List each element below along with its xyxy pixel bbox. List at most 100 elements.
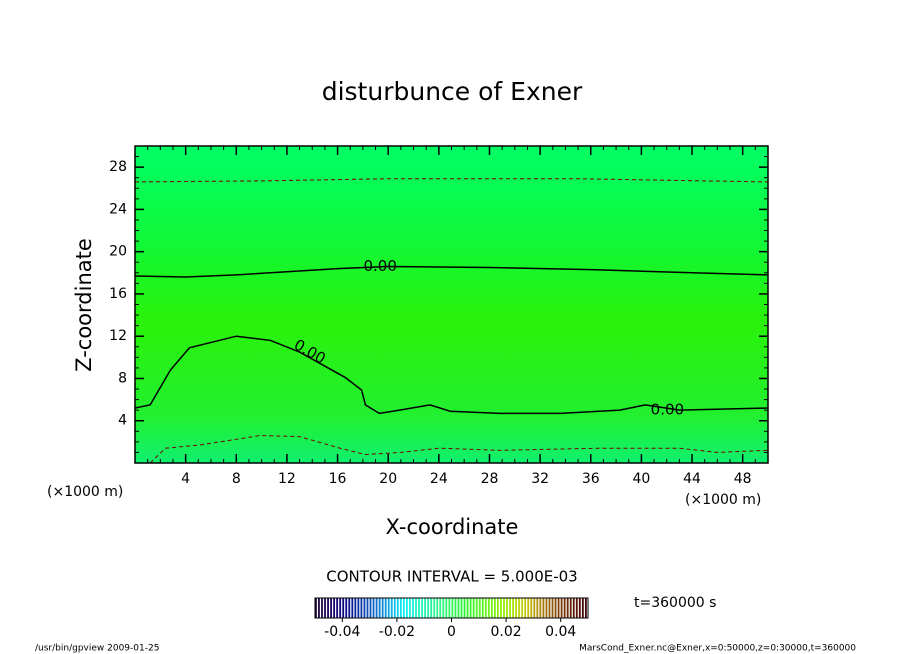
x-tick-label: 44 (683, 471, 701, 487)
colorbar-stripe (348, 598, 351, 618)
plot-fill (135, 146, 768, 463)
colorbar-stripe (418, 598, 420, 618)
colorbar-stripe (378, 598, 381, 618)
colorbar-stripe (445, 598, 448, 618)
colorbar-stripe (357, 598, 360, 618)
colorbar-stripe (390, 598, 393, 618)
colorbar-stripe (503, 598, 505, 618)
colorbar-stripe (536, 598, 539, 618)
colorbar-stripe (542, 598, 545, 618)
colorbar-stripe (509, 598, 511, 618)
colorbar-stripe (393, 598, 396, 618)
contour-label: 0.00 (363, 257, 396, 275)
colorbar-stripe (345, 598, 348, 618)
colorbar-stripe (363, 598, 366, 618)
colorbar-stripe (369, 598, 372, 618)
y-tick-label: 8 (118, 370, 127, 386)
colorbar-stripe (315, 598, 317, 618)
y-unit: (×1000 m) (47, 484, 123, 500)
colorbar-stripe (584, 598, 587, 618)
footer-right: MarsCond_Exner.nc@Exner,x=0:50000,z=0:30… (579, 644, 856, 654)
y-tick-label: 4 (118, 413, 127, 429)
colorbar-stripe (524, 598, 527, 618)
x-tick-label: 40 (632, 471, 650, 487)
colorbar-stripe (481, 598, 484, 618)
colorbar-stripe (572, 598, 575, 618)
contour-interval: CONTOUR INTERVAL = 5.000E-03 (326, 568, 577, 586)
colorbar-stripe (354, 598, 357, 618)
colorbar-stripe (518, 598, 521, 618)
x-tick-label: 28 (481, 471, 499, 487)
x-axis-label: X-coordinate (386, 515, 519, 539)
colorbar-stripe (372, 598, 375, 618)
colorbar-stripe (451, 598, 454, 618)
colorbar-stripe (466, 598, 469, 618)
y-tick-label: 24 (109, 201, 127, 217)
colorbar-stripe (402, 598, 405, 618)
x-tick-label: 16 (329, 471, 347, 487)
colorbar-stripe (545, 598, 548, 618)
contour-label: 0.00 (651, 401, 684, 419)
colorbar-stripe (384, 598, 387, 618)
colorbar-stripe (339, 598, 342, 618)
colorbar-stripe (551, 598, 554, 618)
colorbar-stripe (527, 598, 530, 618)
colorbar-stripe (563, 598, 566, 618)
y-axis-label: Z-coordinate (72, 238, 96, 372)
colorbar-stripe (566, 598, 569, 618)
colorbar-stripe (366, 598, 369, 618)
colorbar-stripe (360, 598, 363, 618)
colorbar-stripe (415, 598, 417, 618)
contour-line (149, 435, 769, 464)
colorbar-stripe (442, 598, 445, 618)
colorbar-tick-label: -0.02 (379, 624, 415, 640)
colorbar-stripe (506, 598, 508, 618)
colorbar-stripe (336, 598, 339, 618)
colorbar-tick-label: -0.04 (324, 624, 360, 640)
colorbar-stripe (321, 598, 323, 618)
x-tick-label: 48 (734, 471, 752, 487)
colorbar-stripe (472, 598, 475, 618)
contour-line (134, 265, 769, 278)
colorbar-stripe (333, 598, 336, 618)
time-label: t=360000 s (634, 595, 716, 611)
colorbar-stripe (512, 598, 514, 618)
y-tick-label: 16 (109, 286, 127, 302)
colorbar-stripe (375, 598, 378, 618)
colorbar-stripe (521, 598, 524, 618)
colorbar-stripe (500, 598, 502, 618)
colorbar-stripe (539, 598, 542, 618)
colorbar-stripe (399, 598, 402, 618)
colorbar-stripe (433, 598, 436, 618)
chart-title: disturbunce of Exner (322, 77, 583, 106)
contour-line (134, 335, 769, 415)
colorbar-stripe (484, 598, 487, 618)
colorbar-tick-label: 0 (447, 624, 456, 640)
colorbar-stripe (327, 598, 329, 618)
colorbar-stripe (575, 598, 578, 618)
colorbar-stripe (578, 598, 581, 618)
colorbar-stripe (469, 598, 472, 618)
colorbar-stripe (409, 598, 411, 618)
colorbar-stripe (497, 598, 499, 618)
contour-line (134, 178, 769, 183)
colorbar-stripe (460, 598, 463, 618)
colorbar-stripe (487, 598, 490, 618)
x-tick-label: 12 (278, 471, 296, 487)
x-tick-label: 32 (531, 471, 549, 487)
colorbar-stripe (515, 598, 518, 618)
colorbar-stripe (430, 598, 433, 618)
colorbar-stripe (324, 598, 326, 618)
colorbar-stripe (427, 598, 430, 618)
colorbar-stripe (478, 598, 481, 618)
y-tick-label: 20 (109, 244, 127, 260)
colorbar-stripe (387, 598, 390, 618)
colorbar-stripe (581, 598, 584, 618)
colorbar-stripe (554, 598, 557, 618)
x-tick-label: 20 (379, 471, 397, 487)
x-unit: (×1000 m) (685, 492, 761, 508)
colorbar-stripe (475, 598, 478, 618)
colorbar-stripe (351, 598, 354, 618)
